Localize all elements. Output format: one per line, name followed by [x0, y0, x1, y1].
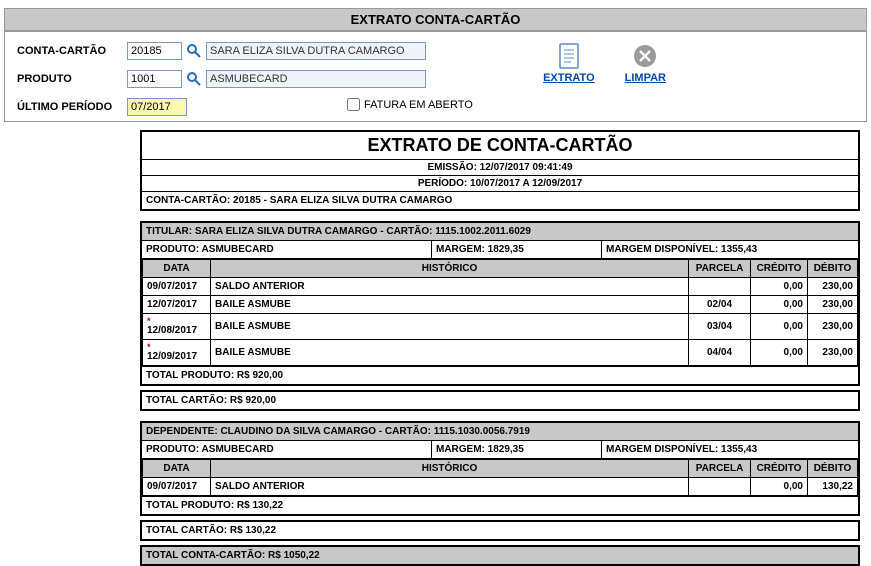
fatura-checkbox[interactable]: [347, 98, 360, 111]
extrato-button[interactable]: EXTRATO: [543, 72, 595, 84]
col-data: DATA: [143, 460, 211, 478]
col-deb: DÉBITO: [808, 460, 858, 478]
document-icon[interactable]: [555, 42, 583, 70]
dependente-margem-disp: MARGEM DISPONÍVEL: 1355,43: [602, 441, 858, 458]
dependente-section: DEPENDENTE: CLAUDINO DA SILVA CAMARGO - …: [140, 421, 860, 516]
table-row: *12/08/2017BAILE ASMUBE03/040,00230,00: [143, 314, 858, 340]
conta-label: CONTA-CARTÃO: [17, 45, 127, 57]
conta-input[interactable]: [127, 42, 182, 60]
report-account: CONTA-CARTÃO: 20185 - SARA ELIZA SILVA D…: [142, 191, 858, 209]
dependente-produto: PRODUTO: ASMUBECARD: [142, 441, 432, 458]
produto-display: [206, 70, 426, 88]
periodo-input[interactable]: [127, 98, 187, 116]
col-data: DATA: [143, 260, 211, 278]
titular-table: DATA HISTÓRICO PARCELA CRÉDITO DÉBITO 09…: [142, 259, 858, 366]
col-cred: CRÉDITO: [751, 460, 808, 478]
table-row: 09/07/2017SALDO ANTERIOR0,00230,00: [143, 278, 858, 296]
dependente-table: DATA HISTÓRICO PARCELA CRÉDITO DÉBITO 09…: [142, 459, 858, 496]
titular-total-cartao: TOTAL CARTÃO: R$ 920,00: [142, 392, 858, 409]
titular-margem: MARGEM: 1829,35: [432, 241, 602, 258]
table-row: 12/07/2017BAILE ASMUBE02/040,00230,00: [143, 296, 858, 314]
produto-label: PRODUTO: [17, 73, 127, 85]
search-icon[interactable]: [186, 71, 202, 87]
table-row: *12/09/2017BAILE ASMUBE04/040,00230,00: [143, 340, 858, 366]
page-title: EXTRATO CONTA-CARTÃO: [4, 8, 867, 31]
periodo-label: ÚLTIMO PERÍODO: [17, 101, 127, 113]
col-parc: PARCELA: [689, 260, 751, 278]
dependente-header: DEPENDENTE: CLAUDINO DA SILVA CAMARGO - …: [142, 423, 858, 441]
report: EXTRATO DE CONTA-CARTÃO EMISSÃO: 12/07/2…: [140, 130, 860, 566]
col-cred: CRÉDITO: [751, 260, 808, 278]
titular-header: TITULAR: SARA ELIZA SILVA DUTRA CAMARGO …: [142, 223, 858, 241]
total-conta-cartao: TOTAL CONTA-CARTÃO: R$ 1050,22: [142, 547, 858, 564]
col-hist: HISTÓRICO: [211, 260, 689, 278]
filter-panel: CONTA-CARTÃO PRODUTO ÚLTIMO PERÍODO FATU…: [4, 31, 867, 122]
col-hist: HISTÓRICO: [211, 460, 689, 478]
titular-margem-disp: MARGEM DISPONÍVEL: 1355,43: [602, 241, 858, 258]
titular-produto: PRODUTO: ASMUBECARD: [142, 241, 432, 258]
titular-section: TITULAR: SARA ELIZA SILVA DUTRA CAMARGO …: [140, 221, 860, 386]
dependente-total-produto: TOTAL PRODUTO: R$ 130,22: [142, 496, 858, 514]
col-parc: PARCELA: [689, 460, 751, 478]
search-icon[interactable]: [186, 43, 202, 59]
dependente-margem: MARGEM: 1829,35: [432, 441, 602, 458]
limpar-button[interactable]: LIMPAR: [625, 72, 666, 84]
titular-total-produto: TOTAL PRODUTO: R$ 920,00: [142, 366, 858, 384]
table-row: 09/07/2017SALDO ANTERIOR0,00130,22: [143, 478, 858, 496]
dependente-total-cartao: TOTAL CARTÃO: R$ 130,22: [142, 522, 858, 539]
produto-input[interactable]: [127, 70, 182, 88]
report-title: EXTRATO DE CONTA-CARTÃO: [142, 132, 858, 159]
conta-display: [206, 42, 426, 60]
fatura-label: FATURA EM ABERTO: [364, 99, 473, 111]
col-deb: DÉBITO: [808, 260, 858, 278]
report-emissao: EMISSÃO: 12/07/2017 09:41:49: [142, 159, 858, 175]
close-icon[interactable]: [631, 42, 659, 70]
report-periodo: PERÍODO: 10/07/2017 A 12/09/2017: [142, 175, 858, 191]
